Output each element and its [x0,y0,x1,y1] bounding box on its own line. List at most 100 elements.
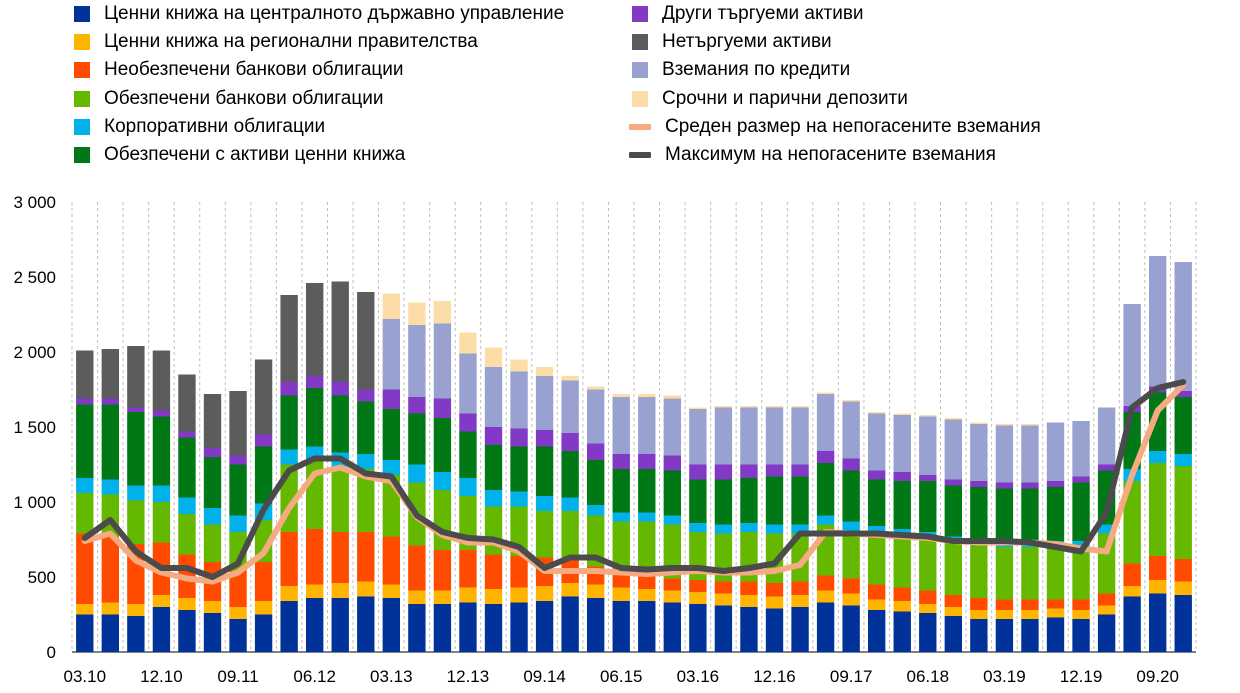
bar-segment [76,478,94,493]
bar-segment [995,488,1014,541]
legend-item: Срочни и парични депозити [632,86,908,112]
bar-segment [842,400,860,402]
legend-swatch [74,6,90,22]
bar-segment [1072,421,1090,477]
bar-segment [970,487,988,540]
bar-segment [765,596,784,609]
y-tick-label: 500 [28,568,56,587]
bar-segment [995,424,1014,426]
bar-segment [535,446,554,496]
bar-segment [152,416,171,486]
bar-segment [382,319,401,390]
bar-segment [305,283,324,376]
bar-segment [586,584,605,598]
bar-segment [331,382,349,396]
bar-segment [1046,608,1065,618]
bar-segment [76,493,94,534]
bar-segment [867,599,886,610]
y-tick-label: 2 500 [13,268,56,287]
bar-segment [561,433,579,451]
bar-segment [944,485,963,537]
bar-segment [714,593,733,606]
bar-segment [919,475,937,481]
bar-segment [152,410,171,417]
bar-segment [995,547,1014,600]
bar-segment [970,422,988,424]
bar-segment [816,602,835,652]
legend-item: Нетъргуеми активи [632,29,832,55]
bar-segment [1148,593,1167,652]
bar-segment [867,470,886,480]
bar-segment [152,607,171,652]
bar-segment [1046,487,1065,541]
bar-segment [1072,599,1090,610]
bar-segment [867,610,886,652]
bar-segment [944,595,963,607]
bar-segment [816,515,835,525]
bar-segment [1072,482,1090,541]
bar-segment [995,599,1014,610]
bar-segment [254,601,273,615]
bar-segment [970,619,988,652]
bar-segment [1072,547,1090,600]
bar-segment [178,610,196,652]
bar-segment [280,295,298,382]
bar-segment [459,602,477,652]
legend-item: Среден размер на непогасените вземания [629,114,1041,140]
legend-label: Ценни книжа на централното държавно упра… [104,3,565,24]
bar-segment [714,605,733,652]
bar-segment [357,292,375,390]
legend-swatch [74,62,90,79]
bar-segment [1148,556,1167,580]
bar-segment [791,595,809,607]
bar-segment [76,404,94,478]
bar-segment [254,562,273,601]
bar-segment [740,478,758,523]
legend-label: Ценни книжа на регионални правителства [104,31,478,53]
bar-segment [612,587,630,601]
bar-segment [101,614,120,652]
bar-segment [893,601,911,612]
bar-segment [1021,482,1039,489]
bar-segment [765,524,784,534]
bar-segment [1021,599,1039,610]
bar-segment [408,413,426,465]
bar-segment [638,512,656,522]
bar-segment [535,367,554,376]
bar-segment [76,604,94,615]
bar-segment [638,575,656,589]
bar-segment [433,418,452,472]
bar-segment [714,406,733,408]
bar-segment [331,598,349,652]
bar-segment [229,571,247,607]
legend-label: Необезпечени банкови облигации [104,59,404,81]
bar-segment [970,598,988,610]
bar-segment [1123,586,1141,597]
legend-label: Нетъргуеми активи [662,31,832,53]
bar-segment [305,376,324,388]
legend-swatch [629,152,651,158]
y-tick-label: 0 [47,643,56,662]
bar-segment [510,371,528,429]
bar-segment [867,479,886,526]
bar-segment [408,397,426,414]
bar-segment [586,389,605,444]
bar-segment [408,604,426,652]
bar-segment [1021,547,1039,600]
bar-segment [382,409,401,460]
bar-segment [484,604,503,652]
bar-segment [663,602,682,652]
bar-segment [1148,580,1167,594]
bar-segment [842,521,860,531]
bar-segment [229,455,247,465]
bar-segment [612,397,630,454]
bar-segment [740,406,758,408]
bar-segment [586,386,605,390]
bar-segment [1097,524,1116,534]
bar-segment [1097,464,1116,471]
bar-segment [1046,617,1065,652]
legend-label: Среден размер на непогасените вземания [665,115,1041,137]
bar-segment [178,598,196,610]
bar-segment [101,479,120,495]
bar-segment [510,428,528,447]
